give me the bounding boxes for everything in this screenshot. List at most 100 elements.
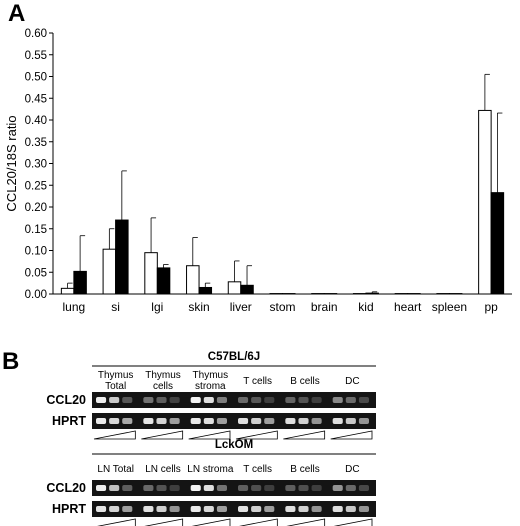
gel-band: [190, 418, 201, 424]
gel-band: [169, 506, 180, 512]
dilution-wedge: [330, 430, 373, 440]
dilution-wedge: [333, 518, 373, 526]
gel-band: [143, 418, 154, 424]
gel-band: [264, 418, 275, 424]
y-axis-title: CCL20/18S ratio: [4, 115, 19, 211]
gel-band: [298, 485, 309, 491]
gel-band: [96, 485, 107, 491]
lane-group-label: Total: [105, 381, 126, 392]
lane-group-label: T cells: [243, 464, 272, 475]
gel-row-label: CCL20: [46, 481, 86, 495]
x-tick-label: liver: [230, 300, 252, 314]
lane-group-label: DC: [345, 376, 359, 387]
gel-band: [358, 506, 369, 512]
x-tick-label: heart: [394, 300, 422, 314]
gel-band: [358, 485, 369, 491]
lane-group-label: Thymus: [193, 370, 229, 381]
y-tick-label: 0.50: [25, 72, 47, 84]
bar-open: [227, 281, 242, 295]
x-tick-label: kid: [358, 300, 373, 314]
x-tick-label: si: [111, 300, 120, 314]
gel-band: [169, 485, 180, 491]
panel-b-letter: B: [2, 348, 20, 375]
y-tick-label: 0.10: [25, 246, 47, 258]
dilution-wedge: [188, 430, 231, 440]
gel-band: [216, 485, 227, 491]
x-tick-label: stom: [269, 300, 295, 314]
dilution-wedge: [239, 518, 278, 526]
gel-band: [238, 418, 249, 424]
strain-label: LckOM: [215, 439, 253, 451]
gel-strip: [92, 413, 376, 429]
lane-group-label: cells: [153, 381, 173, 392]
gel-band: [358, 418, 369, 424]
bar-open: [186, 265, 200, 295]
bar-filled: [365, 292, 379, 295]
y-tick-label: 0.40: [25, 115, 47, 127]
dilution-wedge: [93, 430, 136, 440]
gel-band: [96, 418, 107, 424]
dilution-wedge: [144, 518, 184, 526]
gel-band: [216, 397, 227, 403]
gel-band: [264, 485, 275, 491]
gel-band: [96, 397, 107, 403]
lane-group-label: Thymus: [98, 370, 134, 381]
bar-filled: [198, 286, 213, 295]
y-tick-label: 0.05: [25, 267, 47, 279]
gel-strip: [92, 501, 376, 517]
gel-band: [169, 418, 180, 424]
gel-band: [216, 506, 227, 512]
dilution-wedge: [286, 518, 326, 526]
gel-band: [311, 506, 322, 512]
gel-band: [156, 418, 167, 424]
dilution-wedge: [235, 430, 278, 440]
panel-a-letter: A: [8, 0, 26, 27]
gel-row-label: HPRT: [52, 414, 86, 428]
gel-band: [143, 397, 154, 403]
bar-filled: [73, 270, 87, 295]
y-tick-label: 0.15: [25, 224, 47, 236]
gel-band: [251, 485, 262, 491]
gel-strip: [92, 480, 376, 496]
y-tick-label: 0.35: [25, 137, 47, 149]
gel-band: [203, 397, 214, 403]
dilution-wedge: [191, 518, 231, 526]
gel-band: [251, 418, 262, 424]
gel-band: [358, 397, 369, 403]
y-tick-label: 0.30: [25, 159, 47, 171]
gel-band: [251, 506, 262, 512]
gel-band: [156, 397, 167, 403]
gel-band: [332, 397, 343, 403]
bar-filled: [490, 192, 505, 295]
gel-band: [143, 485, 154, 491]
y-tick-label: 0.00: [25, 289, 47, 301]
gel-band: [109, 418, 120, 424]
dilution-wedge: [141, 430, 184, 440]
y-tick-label: 0.55: [25, 50, 47, 62]
gel-band: [190, 506, 201, 512]
gel-band: [109, 485, 120, 491]
gel-band: [190, 397, 201, 403]
bar-open: [144, 252, 158, 295]
x-tick-label: lgi: [151, 300, 163, 314]
gel-band: [143, 506, 154, 512]
gel-band: [169, 397, 180, 403]
gel-band: [251, 397, 262, 403]
strain-label: C57BL/6J: [208, 351, 260, 363]
gel-band: [203, 485, 214, 491]
gel-band: [238, 397, 249, 403]
gel-band: [345, 418, 356, 424]
x-tick-label: pp: [484, 300, 498, 314]
panel-a-bar-chart: 0.00 0.05 0.10 0.15 0.20 0.25 0.30 0.35 0.40 0.45…: [4, 28, 512, 314]
x-tick-label: brain: [311, 300, 338, 314]
gel-band: [311, 397, 322, 403]
gel-band: [264, 506, 275, 512]
gel-band: [109, 506, 120, 512]
gel-band: [122, 485, 133, 491]
lane-group-label: Thymus: [145, 370, 181, 381]
y-tick-label: 0.45: [25, 93, 47, 105]
gel-band: [264, 397, 275, 403]
gel-band: [238, 485, 249, 491]
gel-band: [122, 418, 133, 424]
